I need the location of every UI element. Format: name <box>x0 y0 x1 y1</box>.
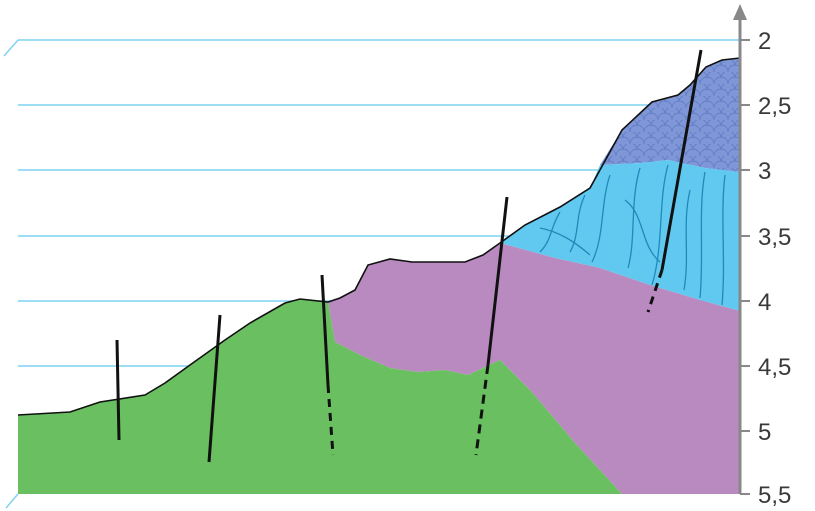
left-bracket-top <box>3 39 19 57</box>
tick-label-2-5: 2,5 <box>758 93 791 120</box>
tick-label-3: 3 <box>758 158 771 185</box>
y-axis: 2 2,5 3 3,5 4 4,5 5 5,5 <box>733 4 791 509</box>
tick-label-2: 2 <box>758 28 771 55</box>
tick-label-4: 4 <box>758 289 771 316</box>
tick-label-5-5: 5,5 <box>758 482 791 509</box>
tick-label-4-5: 4,5 <box>758 354 791 381</box>
purple-layer <box>328 243 740 494</box>
arrow-up-icon <box>733 4 747 20</box>
fault-4-dashed <box>474 364 490 456</box>
fault-5-solid <box>660 49 703 271</box>
tick-label-3-5: 3,5 <box>758 224 791 251</box>
left-bracket-bottom <box>5 493 19 509</box>
fault-5-dashed <box>646 269 664 313</box>
green-layer <box>18 299 622 494</box>
fault-1 <box>115 339 121 441</box>
light-blue-layer <box>500 160 740 311</box>
dark-blue-layer-pattern <box>600 58 740 172</box>
fault-4-solid <box>486 196 509 366</box>
light-blue-cracks <box>539 164 726 306</box>
fault-2 <box>207 314 222 463</box>
faults <box>115 49 703 463</box>
fault-3-solid <box>320 274 330 386</box>
tick-label-5: 5 <box>758 419 771 446</box>
surface-outline <box>17 57 741 416</box>
fault-3-dashed <box>326 384 335 456</box>
